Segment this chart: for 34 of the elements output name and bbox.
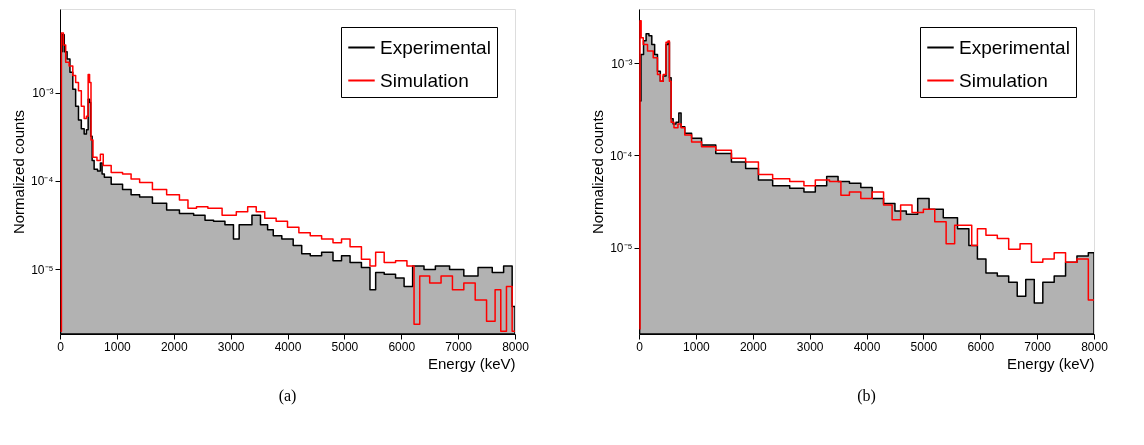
y-tick-label: 10⁻³	[611, 56, 633, 71]
text: (b)	[857, 387, 876, 405]
x-tick-label: 8000	[1081, 339, 1109, 354]
x-tick-label: 5000	[331, 339, 359, 354]
y-axis-title: Normalized counts	[10, 109, 27, 235]
x-tick-label: 2000	[739, 339, 767, 354]
legend-label: Experimental	[380, 36, 491, 58]
text: (a)	[278, 387, 297, 405]
x-tick-label: 2000	[160, 339, 188, 354]
x-tick-label: 0	[57, 339, 65, 354]
y-tick-label: 10⁻⁴	[609, 148, 633, 163]
x-tick-label: 3000	[796, 339, 824, 354]
x-tick-label: 1000	[104, 339, 132, 354]
y-tick-label: 10⁻³	[32, 86, 54, 101]
legend-label: Simulation	[959, 69, 1048, 91]
x-tick-label: 4000	[274, 339, 302, 354]
legend-label: Simulation	[380, 69, 469, 91]
x-tick-label: 6000	[388, 339, 416, 354]
x-tick-label: 7000	[1024, 339, 1052, 354]
x-tick-label: 4000	[853, 339, 881, 354]
x-axis-title: Energy (keV)	[427, 354, 516, 372]
x-axis-title: Energy (keV)	[1006, 354, 1095, 372]
x-tick-label: 7000	[445, 339, 473, 354]
x-tick-label: 8000	[502, 339, 530, 354]
x-tick-label: 5000	[910, 339, 938, 354]
y-tick-label: 10⁻⁵	[31, 262, 54, 277]
x-tick-label: 6000	[967, 339, 995, 354]
x-tick-label: 1000	[683, 339, 711, 354]
y-axis-title: Normalized counts	[589, 109, 606, 235]
x-tick-label: 0	[636, 339, 644, 354]
y-tick-label: 10⁻⁴	[30, 174, 54, 189]
legend-label: Experimental	[959, 36, 1070, 58]
y-tick-label: 10⁻⁵	[610, 241, 633, 256]
x-tick-label: 3000	[217, 339, 245, 354]
